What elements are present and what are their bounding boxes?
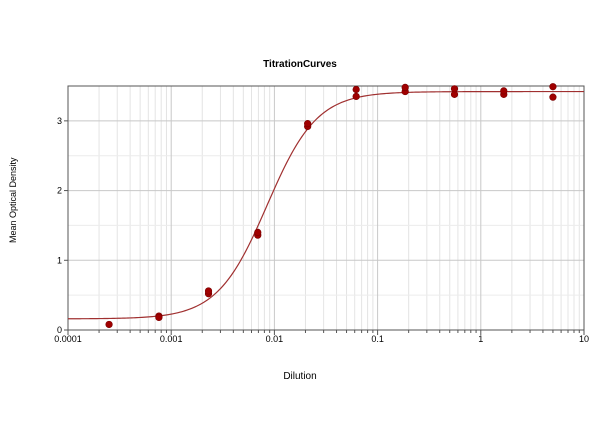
major-grid (67, 86, 585, 331)
data-point (401, 83, 409, 91)
data-point (352, 85, 360, 94)
data-point (352, 92, 360, 101)
data-point (450, 85, 459, 93)
x-tick-label: 10 (579, 334, 589, 344)
y-tick-label: 3 (57, 116, 62, 126)
x-axis-label: Dilution (283, 371, 317, 382)
data-points (105, 83, 557, 329)
data-point (500, 87, 508, 95)
tick-labels: 0.0001 0.001 0.01 0.1 1 10 0 1 2 3 (54, 116, 589, 344)
y-tick-label: 0 (57, 325, 62, 335)
fit-curve (67, 90, 584, 320)
data-point (549, 93, 557, 101)
data-point (254, 228, 262, 236)
plot-frame (67, 85, 585, 331)
data-point (155, 313, 163, 322)
x-tick-label: 0.01 (266, 334, 284, 344)
x-tick-label: 1 (478, 334, 483, 344)
data-point (105, 320, 113, 329)
data-point (549, 83, 557, 91)
x-tick-label: 0.001 (160, 334, 183, 344)
minor-grid (68, 86, 584, 330)
y-tick-label: 2 (57, 186, 62, 196)
x-tick-label: 0.0001 (54, 334, 82, 344)
y-tick-label: 1 (57, 255, 62, 265)
chart-title: TitrationCurves (263, 59, 337, 70)
axis-ticks (64, 120, 585, 335)
data-point (304, 120, 312, 128)
data-point (204, 287, 213, 295)
x-tick-label: 0.1 (371, 334, 384, 344)
